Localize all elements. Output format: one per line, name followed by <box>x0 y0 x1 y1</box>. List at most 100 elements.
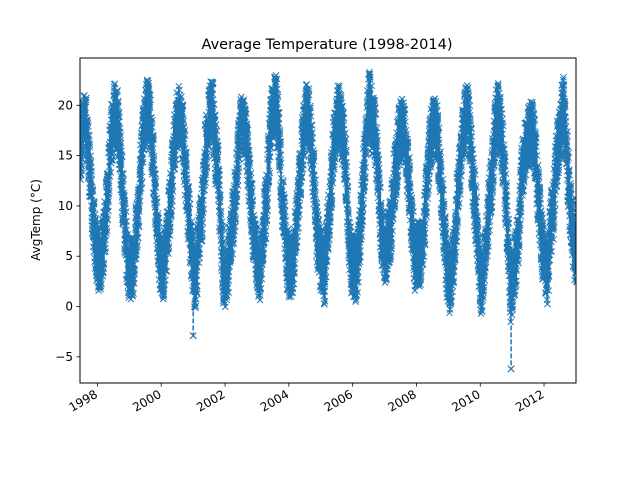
data-point <box>414 247 422 255</box>
data-point <box>313 227 321 235</box>
data-point <box>183 180 190 188</box>
data-point <box>315 252 323 260</box>
data-point <box>395 134 403 141</box>
data-point <box>475 254 483 262</box>
data-point <box>533 180 541 188</box>
x-axis-ticks: 1998 2000 2002 2004 2006 2008 2010 2012 <box>67 383 547 415</box>
data-point <box>220 272 227 280</box>
data-point <box>374 163 382 171</box>
data-point <box>387 224 395 232</box>
data-point <box>385 237 392 245</box>
extreme-point <box>507 365 515 373</box>
data-point <box>148 135 156 142</box>
extreme-points <box>189 73 566 373</box>
data-point <box>459 134 467 141</box>
x-tick-label: 1998 <box>67 387 100 414</box>
data-point <box>273 103 281 111</box>
data-point <box>169 159 177 166</box>
data-point <box>259 226 267 234</box>
data-point <box>443 263 451 271</box>
data-point <box>252 245 259 253</box>
data-point <box>241 119 249 126</box>
data-point <box>167 196 174 204</box>
data-point <box>230 206 238 214</box>
data-point <box>392 163 400 171</box>
data-point <box>222 272 230 280</box>
data-point <box>470 184 477 192</box>
extreme-point <box>189 332 197 340</box>
data-point <box>531 142 538 149</box>
data-point <box>276 141 283 148</box>
data-point <box>480 268 488 276</box>
data-point <box>411 255 419 263</box>
data-point <box>563 149 570 156</box>
data-point <box>246 184 254 192</box>
data-point <box>557 121 565 128</box>
data-point <box>517 178 525 186</box>
data-point <box>262 202 270 210</box>
data-point <box>353 266 360 274</box>
data-point <box>427 134 435 141</box>
data-point <box>281 222 289 230</box>
data-point <box>525 134 533 141</box>
data-point <box>539 244 546 252</box>
data-point <box>371 130 379 137</box>
data-point <box>180 143 188 150</box>
data-point <box>278 191 286 199</box>
y-axis-label: AvgTemp (°C) <box>29 179 43 261</box>
data-point <box>151 179 158 187</box>
data-point <box>254 262 262 270</box>
data-point <box>523 139 530 146</box>
data-point <box>347 259 355 267</box>
data-point <box>225 255 233 263</box>
data-point <box>80 124 86 131</box>
data-point <box>464 110 472 118</box>
data-point <box>417 252 424 260</box>
data-point <box>156 254 164 262</box>
data-point <box>201 154 209 161</box>
y-axis-ticks: −5 0 5 10 15 20 <box>55 98 80 364</box>
data-point <box>355 241 363 249</box>
data-point <box>334 109 342 117</box>
data-point <box>501 188 509 196</box>
data-point <box>568 223 576 231</box>
data-point <box>244 150 251 157</box>
data-point <box>400 126 408 133</box>
data-point <box>478 284 485 291</box>
data-point <box>520 157 528 164</box>
data-point <box>105 163 113 171</box>
data-point <box>289 261 297 269</box>
data-point <box>448 264 456 272</box>
data-point <box>236 133 243 140</box>
data-point <box>84 142 92 149</box>
data-point <box>547 218 554 226</box>
data-point <box>512 254 520 262</box>
data-point <box>140 127 148 134</box>
data-point <box>504 233 512 241</box>
data-point <box>129 261 137 269</box>
x-tick-label: 2006 <box>322 387 355 414</box>
data-point <box>185 218 193 226</box>
data-point <box>435 153 443 160</box>
data-point <box>119 186 126 194</box>
data-point <box>100 233 108 241</box>
data-point <box>318 259 326 267</box>
data-point <box>337 116 344 123</box>
data-point <box>172 126 180 133</box>
data-point <box>438 185 445 193</box>
data-point <box>491 129 499 136</box>
y-tick-label: −5 <box>55 350 73 364</box>
data-point <box>382 249 390 257</box>
data-point <box>440 226 448 234</box>
data-point <box>153 229 161 237</box>
data-point <box>204 130 211 137</box>
data-point <box>92 242 100 250</box>
data-point <box>108 130 116 137</box>
data-point <box>419 235 427 243</box>
data-point <box>145 106 153 114</box>
data-point <box>345 226 352 234</box>
data-point <box>488 174 496 182</box>
data-point <box>116 148 124 155</box>
data-point <box>238 119 246 126</box>
